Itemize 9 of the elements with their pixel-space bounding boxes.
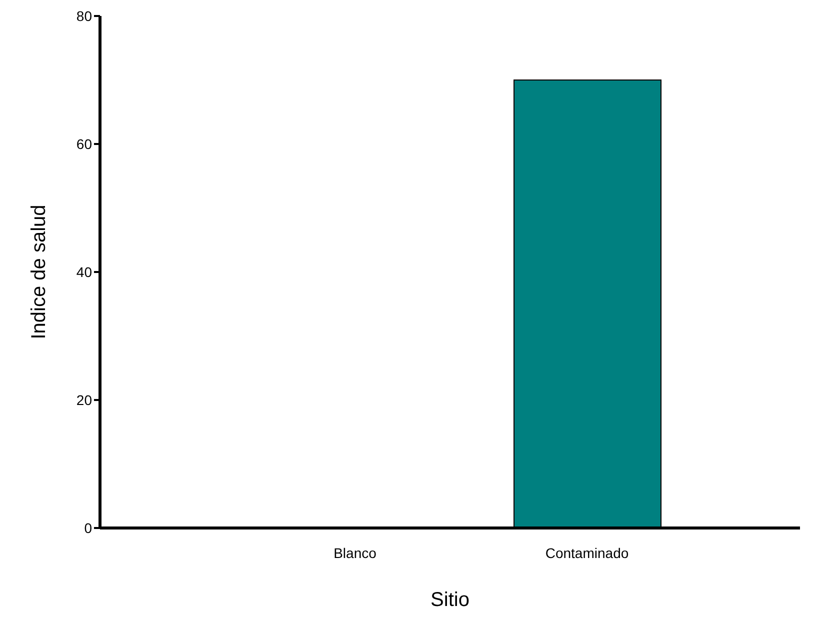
x-axis-title: Sitio xyxy=(430,589,470,611)
y-tick-label: 20 xyxy=(76,392,92,408)
y-tick-label: 40 xyxy=(76,264,92,280)
x-tick-label: Blanco xyxy=(334,544,377,561)
y-axis-title: Indice de salud xyxy=(28,204,50,340)
y-tick-label: 60 xyxy=(76,136,92,152)
y-tick-label: 0 xyxy=(84,520,92,536)
y-tick-label: 80 xyxy=(76,8,92,24)
x-tick-label: Contaminado xyxy=(545,544,629,561)
